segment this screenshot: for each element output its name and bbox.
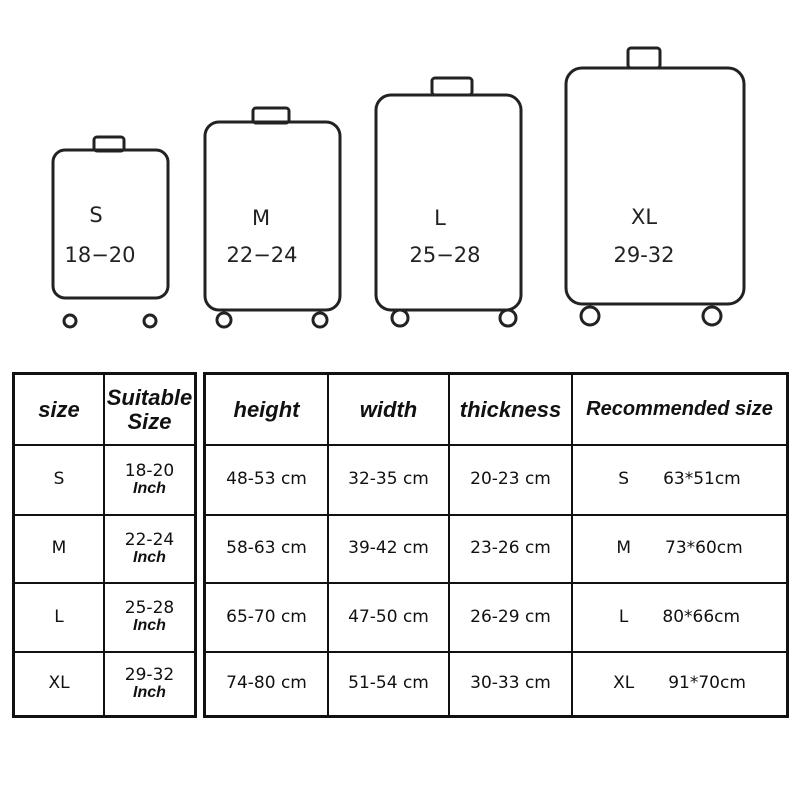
- height-cell: 74-80 cm: [206, 653, 329, 715]
- height-cell: 48-53 cm: [206, 446, 329, 516]
- recommended-size-cell: S 63*51cm: [573, 446, 786, 516]
- dimensions-table: height width thickness Recommended size …: [203, 372, 789, 718]
- height-cell: 65-70 cm: [206, 584, 329, 653]
- suitable-cell: 18-20 Inch: [105, 446, 194, 516]
- rec-dimensions: 73*60cm: [665, 538, 743, 559]
- suitcase-size-label: S: [89, 203, 102, 227]
- header-line: Size: [127, 408, 172, 434]
- recommended-size-value: L 80*66cm: [618, 606, 741, 627]
- rec-dimensions: 80*66cm: [662, 606, 741, 627]
- recommended-size-value: XL 91*70cm: [613, 673, 746, 694]
- unit-label: Inch: [133, 479, 166, 497]
- thickness-cell: 26-29 cm: [450, 584, 573, 653]
- width-cell: 32-35 cm: [329, 446, 450, 516]
- thickness-cell: 20-23 cm: [450, 446, 573, 516]
- suitcase-m: M 22−24: [203, 106, 342, 329]
- recommended-size-value: S 63*51cm: [618, 469, 741, 490]
- suitcase-xl: XL 29-32: [564, 46, 746, 327]
- recommended-size-cell: M 73*60cm: [573, 516, 786, 584]
- rec-dimensions: 63*51cm: [663, 469, 741, 490]
- suitable-value: 22-24: [124, 529, 175, 550]
- suitable-cell: 29-32 Inch: [105, 653, 194, 715]
- rec-size-label: L: [618, 606, 629, 627]
- recommended-size-cell: L 80*66cm: [573, 584, 786, 653]
- header-suitable-size: Suitable Size: [105, 375, 194, 446]
- unit-label: Inch: [133, 617, 166, 635]
- suitcase-size-label: XL: [631, 205, 657, 229]
- thickness-cell: 30-33 cm: [450, 653, 573, 715]
- unit-label: Inch: [133, 548, 166, 566]
- rec-size-label: XL: [613, 673, 635, 694]
- suitable-value: 25-28: [124, 598, 175, 619]
- header-width: width: [329, 375, 450, 446]
- recommended-size-cell: XL 91*70cm: [573, 653, 786, 715]
- suitcase-illustrations: S 18−20 M 22−24 L 25−28 XL 29-32: [51, 46, 746, 329]
- suitcase-range-label: 22−24: [226, 243, 297, 267]
- header-line: Suitable: [106, 385, 193, 411]
- suitable-value: 18-20: [124, 460, 175, 481]
- height-cell: 58-63 cm: [206, 516, 329, 584]
- suitcase-range-label: 18−20: [64, 243, 135, 267]
- recommended-size-value: M 73*60cm: [616, 538, 743, 559]
- rec-dimensions: 91*70cm: [668, 673, 746, 694]
- size-cell: XL: [15, 653, 105, 715]
- size-cell: M: [15, 516, 105, 584]
- suitcase-size-label: M: [252, 206, 270, 230]
- width-cell: 39-42 cm: [329, 516, 450, 584]
- suitcase-range-label: 25−28: [409, 243, 480, 267]
- width-cell: 47-50 cm: [329, 584, 450, 653]
- suitable-value: 29-32: [124, 664, 175, 685]
- header-size: size: [15, 375, 105, 446]
- header-recommended-size: Recommended size: [573, 375, 786, 446]
- suitcase-s: S 18−20: [51, 135, 170, 329]
- rec-size-label: M: [616, 538, 631, 559]
- size-table: size Suitable Size S 18-20 Inch M 22-24 In…: [12, 372, 197, 718]
- suitcase-l: L 25−28: [374, 76, 523, 328]
- suitcase-range-label: 29-32: [613, 243, 674, 267]
- suitable-cell: 25-28 Inch: [105, 584, 194, 653]
- rec-size-label: S: [618, 469, 630, 490]
- header-thickness: thickness: [450, 375, 573, 446]
- suitable-cell: 22-24 Inch: [105, 516, 194, 584]
- size-cell: L: [15, 584, 105, 653]
- thickness-cell: 23-26 cm: [450, 516, 573, 584]
- unit-label: Inch: [133, 683, 166, 701]
- size-cell: S: [15, 446, 105, 516]
- header-height: height: [206, 375, 329, 446]
- suitcase-size-label: L: [434, 206, 446, 230]
- width-cell: 51-54 cm: [329, 653, 450, 715]
